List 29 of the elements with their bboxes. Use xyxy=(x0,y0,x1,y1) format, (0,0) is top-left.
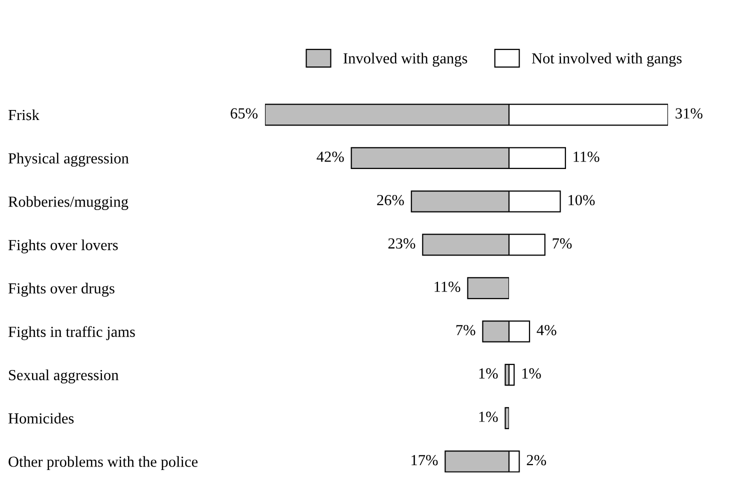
data-label: 10% xyxy=(568,194,595,206)
data-label: 2% xyxy=(526,454,546,466)
data-label: 1% xyxy=(522,368,541,379)
data-label: 1% xyxy=(479,412,498,422)
data-label: 26% xyxy=(377,194,404,206)
data-label: 7% xyxy=(552,238,572,249)
data-label: 42% xyxy=(316,152,344,162)
y-tick-label: Homicides xyxy=(8,412,74,424)
y-tick-label: Sexual aggression xyxy=(9,369,119,384)
y-tick-label: Robberies/mugging xyxy=(8,196,128,210)
bar xyxy=(504,407,509,430)
y-tick-label: Frisk xyxy=(8,109,40,120)
data-label: 17% xyxy=(412,454,438,466)
text: Not involved with gangs xyxy=(532,52,682,67)
data-label: 11% xyxy=(434,282,460,292)
data-label: 65% xyxy=(230,108,258,119)
y-tick-label: Fights over lovers xyxy=(8,239,118,254)
y-tick-label: Fights over drugs xyxy=(8,282,114,297)
y-tick-label: Physical aggression xyxy=(8,152,129,167)
y-tick-label: Fights in traffic jams xyxy=(8,326,135,340)
bar xyxy=(467,277,509,300)
y-tick-label: Other problems with the police xyxy=(8,456,198,470)
legend-label: Involved with gangs xyxy=(344,52,468,67)
data-label: 4% xyxy=(536,324,556,336)
data-label: 7% xyxy=(456,324,476,336)
data-label: 1% xyxy=(479,368,498,379)
data-label: 23% xyxy=(388,238,416,249)
data-label: 11% xyxy=(574,152,600,162)
data-label: 31% xyxy=(676,108,702,119)
